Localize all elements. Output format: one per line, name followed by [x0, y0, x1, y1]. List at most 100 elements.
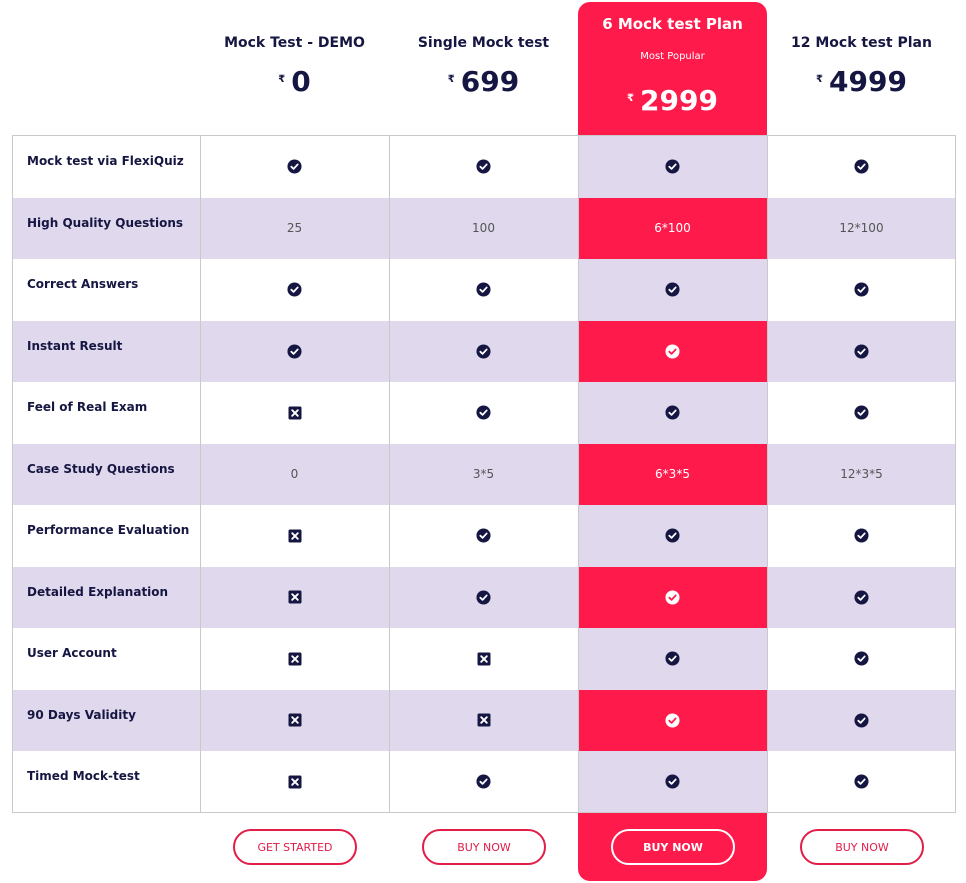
feature-value-cell: 12*3*5 — [767, 444, 956, 506]
buy-now-button[interactable]: BUY NOW — [422, 829, 546, 865]
row-band — [12, 443, 956, 505]
feature-label: User Account — [27, 646, 117, 660]
plan-name: 6 Mock test Plan — [602, 15, 743, 33]
feature-value-text: 6*3*5 — [655, 467, 690, 482]
feature-label: Detailed Explanation — [27, 584, 169, 599]
feature-value-cell — [389, 751, 578, 813]
feature-value-cell — [389, 259, 578, 321]
feature-value-cell — [767, 505, 956, 567]
feature-value-cell — [200, 690, 389, 752]
rupee-icon: ₹ — [627, 93, 635, 104]
feature-value-cell — [389, 567, 578, 629]
rupee-icon: ₹ — [447, 74, 455, 85]
buy-now-button-popular[interactable]: BUY NOW — [611, 829, 735, 865]
feature-label: Instant Result — [27, 338, 123, 353]
rupee-icon: ₹ — [278, 74, 286, 85]
feature-value-cell — [767, 321, 956, 383]
check-icon — [854, 590, 869, 605]
feature-value-cell — [767, 690, 956, 752]
feature-label: Timed Mock-test — [27, 769, 140, 783]
feature-value-cell — [767, 382, 956, 444]
feature-value-cell: 0 — [200, 444, 389, 506]
price-amount: 0 — [291, 65, 311, 98]
feature-value-cell — [578, 136, 767, 198]
cross-icon — [477, 652, 491, 666]
feature-value-cell — [578, 751, 767, 813]
check-icon — [854, 528, 869, 543]
feature-value-cell — [200, 567, 389, 629]
check-icon — [665, 344, 680, 359]
check-icon — [287, 282, 302, 297]
column-divider — [389, 135, 390, 813]
feature-label: Feel of Real Exam — [27, 400, 148, 414]
feature-label: Performance Evaluation — [27, 523, 190, 537]
cross-icon — [288, 652, 302, 666]
check-icon — [665, 528, 680, 543]
feature-value-cell — [200, 259, 389, 321]
check-icon — [854, 713, 869, 728]
feature-label: Case Study Questions — [27, 461, 175, 476]
plan-name: 12 Mock test Plan — [791, 35, 932, 51]
check-icon — [665, 405, 680, 420]
feature-value-cell — [389, 690, 578, 752]
feature-value-cell — [389, 136, 578, 198]
feature-value-text: 12*100 — [839, 221, 884, 236]
feature-value-cell — [578, 690, 767, 752]
check-icon — [665, 590, 680, 605]
feature-label: Correct Answers — [27, 277, 139, 291]
feature-value-cell — [767, 136, 956, 198]
feature-value-text: 0 — [290, 467, 299, 482]
check-icon — [476, 774, 491, 789]
check-icon — [665, 774, 680, 789]
feature-value-cell — [200, 751, 389, 813]
check-icon — [476, 159, 491, 174]
feature-value-cell — [389, 628, 578, 690]
feature-value-cell — [767, 628, 956, 690]
check-icon — [476, 405, 491, 420]
feature-value-text: 25 — [286, 221, 303, 236]
feature-value-cell — [200, 628, 389, 690]
column-divider — [578, 135, 579, 813]
column-divider — [767, 135, 768, 813]
feature-value-cell — [767, 259, 956, 321]
feature-value-cell — [578, 505, 767, 567]
feature-value-cell — [578, 321, 767, 383]
feature-value-text: 100 — [472, 221, 495, 236]
plan-price: ₹2999 — [578, 84, 767, 117]
feature-value-text: 3*5 — [472, 467, 495, 482]
feature-value-cell — [200, 505, 389, 567]
cross-icon — [288, 406, 302, 420]
rupee-icon: ₹ — [816, 74, 824, 85]
get-started-button[interactable]: GET STARTED — [233, 829, 357, 865]
check-icon — [287, 159, 302, 174]
plan-name: Mock Test - DEMO — [224, 35, 365, 51]
feature-label: High Quality Questions — [27, 215, 184, 230]
column-divider — [200, 135, 201, 813]
feature-value-cell — [578, 259, 767, 321]
cross-icon — [288, 775, 302, 789]
feature-value-cell: 25 — [200, 198, 389, 260]
price-amount: 2999 — [640, 84, 718, 117]
feature-value-cell: 12*100 — [767, 198, 956, 260]
check-icon — [665, 713, 680, 728]
check-icon — [665, 651, 680, 666]
check-icon — [476, 590, 491, 605]
table-frame — [12, 135, 956, 813]
check-icon — [476, 344, 491, 359]
feature-value-cell — [200, 382, 389, 444]
buy-now-button[interactable]: BUY NOW — [800, 829, 924, 865]
feature-value-cell: 3*5 — [389, 444, 578, 506]
check-icon — [665, 282, 680, 297]
most-popular-badge: Most Popular — [640, 51, 705, 62]
check-icon — [476, 282, 491, 297]
feature-value-cell — [200, 321, 389, 383]
cross-icon — [477, 713, 491, 727]
feature-value-text: 12*3*5 — [840, 467, 883, 482]
plan-price: ₹699 — [389, 65, 578, 98]
cross-icon — [288, 590, 302, 604]
feature-value-cell — [578, 382, 767, 444]
feature-value-cell — [767, 751, 956, 813]
feature-value-cell — [578, 567, 767, 629]
feature-value-cell — [389, 321, 578, 383]
feature-value-cell — [389, 382, 578, 444]
